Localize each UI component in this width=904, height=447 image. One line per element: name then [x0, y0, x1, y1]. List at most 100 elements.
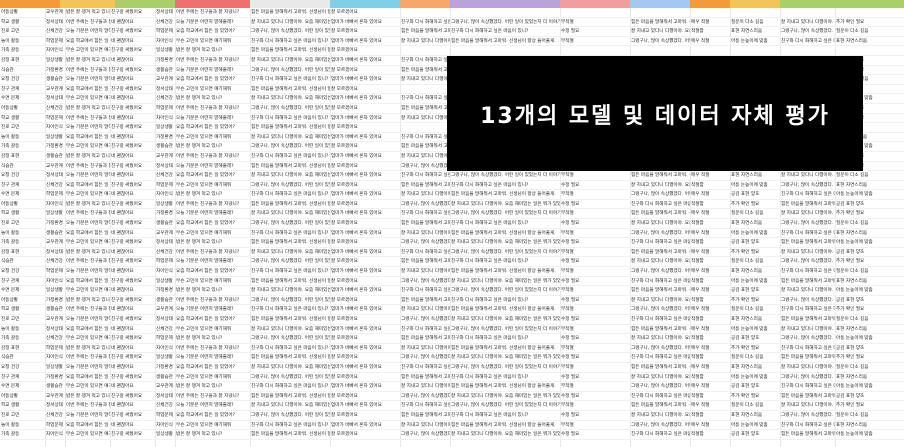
sheet-cell[interactable]: 부적절: [560, 18, 630, 28]
sheet-cell[interactable]: 힘든 마음을 말해줘서 고마워. 선생님이 항상 들어줄게.: [400, 334, 450, 344]
sheet-cell[interactable]: 잘 지내고 있다니 다행이야. 요즘 재미있는 일은 뭐가 있었니?: [400, 344, 450, 354]
sheet-cell[interactable]: 오늘 기분은 어떤지 말해줄래?: [65, 123, 110, 133]
sheet-cell[interactable]: 아동 눈높이에 맞춤: [730, 325, 780, 335]
sheet-cell[interactable]: 추가 확인 필요: [835, 305, 904, 315]
sheet-cell[interactable]: 수정 필요: [560, 219, 630, 229]
sheet-cell[interactable]: 추가 확인 필요: [835, 18, 904, 28]
sheet-cell[interactable]: 신체건강: [45, 334, 65, 344]
sheet-cell[interactable]: 수정 필요: [560, 277, 630, 287]
sheet-cell[interactable]: 교우관계: [45, 392, 65, 402]
sheet-cell[interactable]: 가정환경: [45, 373, 65, 383]
sheet-cell[interactable]: 감정 표현: [0, 152, 45, 162]
sheet-cell[interactable]: 그랬구나, 많이 속상했겠다. 어떤 일이 있었는지 더 이야기해 줄 수 있을…: [630, 267, 690, 277]
sheet-cell[interactable]: 공감 표현 양호: [835, 392, 904, 402]
sheet-cell[interactable]: 친구랑 싸웠어요: [110, 296, 155, 306]
sheet-cell[interactable]: 네 괜찮아요: [110, 421, 155, 431]
sheet-cell[interactable]: 추가 확인 필요: [730, 296, 780, 306]
sheet-cell[interactable]: 친구랑 싸웠어요: [110, 200, 155, 210]
sheet-cell[interactable]: 엄마가 바빠서 혼자 있어요: [330, 421, 400, 431]
sheet-cell[interactable]: 질문이 다소 길음: [835, 411, 904, 421]
sheet-cell[interactable]: 밥은 잘 챙겨 먹고 있니?: [65, 152, 110, 162]
sheet-cell[interactable]: 오늘 기분은 어떤지 말해줄래?: [65, 363, 110, 373]
sheet-cell[interactable]: [630, 46, 690, 56]
sheet-cell[interactable]: 네 괜찮아요: [110, 382, 155, 392]
sheet-cell[interactable]: 신체건강: [45, 104, 65, 114]
sheet-cell[interactable]: 학업문제: [155, 334, 175, 344]
sheet-cell[interactable]: 신체건강: [155, 18, 175, 28]
sheet-cell[interactable]: 요즘 학교에서 힘든 일 있었어?: [65, 85, 110, 95]
sheet-cell[interactable]: 정서상태: [45, 325, 65, 335]
sheet-cell[interactable]: 요즘 학교에서 힘든 일 있었어?: [175, 267, 250, 277]
sheet-cell[interactable]: 진로 고민: [0, 219, 45, 229]
sheet-cell[interactable]: 학업문제: [45, 190, 65, 200]
sheet-cell[interactable]: 친구와 다시 화해하고 싶은 마음이 있니?: [630, 238, 690, 248]
sheet-cell[interactable]: 엄마가 바빠서 혼자 있어요: [330, 56, 400, 66]
sheet-cell[interactable]: 매우 적절: [690, 363, 730, 373]
sheet-cell[interactable]: 무슨 고민이 있으면 얘기해줘: [65, 94, 110, 104]
sheet-cell[interactable]: 가정환경: [45, 219, 65, 229]
sheet-cell[interactable]: 식습관: [0, 66, 45, 76]
sheet-cell[interactable]: [450, 46, 560, 56]
sheet-cell[interactable]: 신체건강: [155, 171, 175, 181]
sheet-cell[interactable]: 잘 지내고 있다니 다행이야. 요즘 재미있는 일은 뭐가 있었니?: [250, 18, 330, 28]
sheet-cell[interactable]: 이번 주에는 친구들과 잘 지냈니?: [65, 353, 110, 363]
sheet-cell[interactable]: 공감 표현 양호: [835, 200, 904, 210]
sheet-cell[interactable]: 친구와 다시 화해하고 싶은 마음이 있니?: [450, 373, 560, 383]
sheet-cell[interactable]: 교우관계: [45, 238, 65, 248]
sheet-cell[interactable]: 친구와 다시 화해하고 싶은 마음이 있니?: [450, 411, 560, 421]
sheet-cell[interactable]: 부적절: [560, 171, 630, 181]
sheet-cell[interactable]: 수정 필요: [560, 315, 630, 325]
sheet-cell[interactable]: 친구와 다시 화해하고 싶은 마음이 있니?: [250, 75, 330, 85]
sheet-cell[interactable]: 질문이 다소 길음: [835, 219, 904, 229]
sheet-cell[interactable]: 놀이 활동: [0, 325, 45, 335]
sheet-cell[interactable]: 식습관: [0, 353, 45, 363]
sheet-cell[interactable]: 친구와 다시 화해하고 싶은 마음이 있니?: [450, 219, 560, 229]
sheet-cell[interactable]: 잘 모르겠어요: [330, 46, 400, 56]
sheet-cell[interactable]: 추가 확인 필요: [835, 401, 904, 411]
sheet-cell[interactable]: 잘 지내고 있다니 다행이야. 요즘 재미있는 일은 뭐가 있었니?: [450, 238, 560, 248]
sheet-cell[interactable]: 잘 모르겠어요: [330, 257, 400, 268]
sheet-cell[interactable]: 부적절: [560, 305, 630, 315]
sheet-cell[interactable]: 수정 필요: [560, 353, 630, 363]
sheet-cell[interactable]: 무슨 고민이 있으면 얘기해줘: [65, 238, 110, 248]
sheet-cell[interactable]: [835, 46, 904, 56]
sheet-cell[interactable]: 네 괜찮아요: [110, 37, 155, 47]
sheet-cell[interactable]: 요즘 학교에서 힘든 일 있었어?: [175, 363, 250, 373]
sheet-cell[interactable]: 이번 주에는 친구들과 잘 지냈니?: [175, 8, 250, 18]
sheet-cell[interactable]: 친구랑 싸웠어요: [110, 219, 155, 229]
sheet-cell[interactable]: 표현 자연스러움: [730, 171, 780, 181]
sheet-cell[interactable]: 매우 적절: [690, 421, 730, 431]
sheet-cell[interactable]: 잘 지내고 있다니 다행이야. 요즘 재미있는 일은 뭐가 있었니?: [630, 334, 690, 344]
sheet-cell[interactable]: 놀이 활동: [0, 421, 45, 431]
sheet-cell[interactable]: 엄마가 바빠서 혼자 있어요: [330, 344, 400, 354]
sheet-cell[interactable]: 잘 모르겠어요: [330, 315, 400, 325]
sheet-cell[interactable]: 힘든 마음을 말해줘서 고마워. 선생님이 항상 들어줄게.: [250, 85, 330, 95]
sheet-cell[interactable]: 힘든 마음을 말해줘서 고마워. 선생님이 항상 들어줄게.: [630, 209, 690, 220]
sheet-cell[interactable]: 적절함: [690, 181, 730, 191]
sheet-cell[interactable]: 공감 표현 양호: [835, 248, 904, 258]
sheet-cell[interactable]: 힘든 마음을 말해줘서 고마워. 선생님이 항상 들어줄게.: [450, 190, 560, 200]
sheet-cell[interactable]: 오늘 기분은 어떤지 말해줄래?: [175, 66, 250, 76]
sheet-cell[interactable]: 밥은 잘 챙겨 먹고 있니?: [65, 248, 110, 258]
sheet-cell[interactable]: 무슨 고민이 있으면 얘기해줘: [65, 430, 110, 440]
sheet-cell[interactable]: 학업문제: [155, 104, 175, 114]
sheet-cell[interactable]: 그랬구나, 많이 속상했겠다. 어떤 일이 있었는지 더 이야기해 줄 수 있을…: [630, 229, 690, 239]
sheet-cell[interactable]: 힘든 마음을 말해줘서 고마워. 선생님이 항상 들어줄게.: [250, 277, 330, 287]
sheet-cell[interactable]: 가정환경: [155, 209, 175, 220]
sheet-cell[interactable]: 힘든 마음을 말해줘서 고마워. 선생님이 항상 들어줄게.: [630, 248, 690, 258]
sheet-cell[interactable]: 네 괜찮아요: [110, 56, 155, 66]
sheet-cell[interactable]: 표현 자연스러움: [730, 219, 780, 229]
sheet-cell[interactable]: 친구 관계: [0, 181, 45, 191]
sheet-cell[interactable]: 매우 적절: [690, 248, 730, 258]
sheet-cell[interactable]: 아동 눈높이에 맞춤: [730, 229, 780, 239]
sheet-cell[interactable]: 친구와 다시 화해하고 싶은 마음이 있니?: [450, 257, 560, 268]
sheet-cell[interactable]: 그랬구나, 많이 속상했겠다. 어떤 일이 있었는지 더 이야기해 줄 수 있을…: [250, 181, 330, 191]
sheet-cell[interactable]: 적절함: [690, 277, 730, 287]
sheet-cell[interactable]: 잘 지내고 있다니 다행이야. 요즘 재미있는 일은 뭐가 있었니?: [780, 363, 835, 373]
sheet-cell[interactable]: 진로 고민: [0, 123, 45, 133]
sheet-cell[interactable]: 이번 주에는 친구들과 잘 지냈니?: [175, 152, 250, 162]
sheet-cell[interactable]: 식습관: [0, 257, 45, 268]
sheet-cell[interactable]: 부적절: [560, 267, 630, 277]
sheet-cell[interactable]: 밥은 잘 챙겨 먹고 있니?: [175, 46, 250, 56]
sheet-cell[interactable]: 힘든 마음을 말해줘서 고마워. 선생님이 항상 들어줄게.: [250, 8, 330, 18]
